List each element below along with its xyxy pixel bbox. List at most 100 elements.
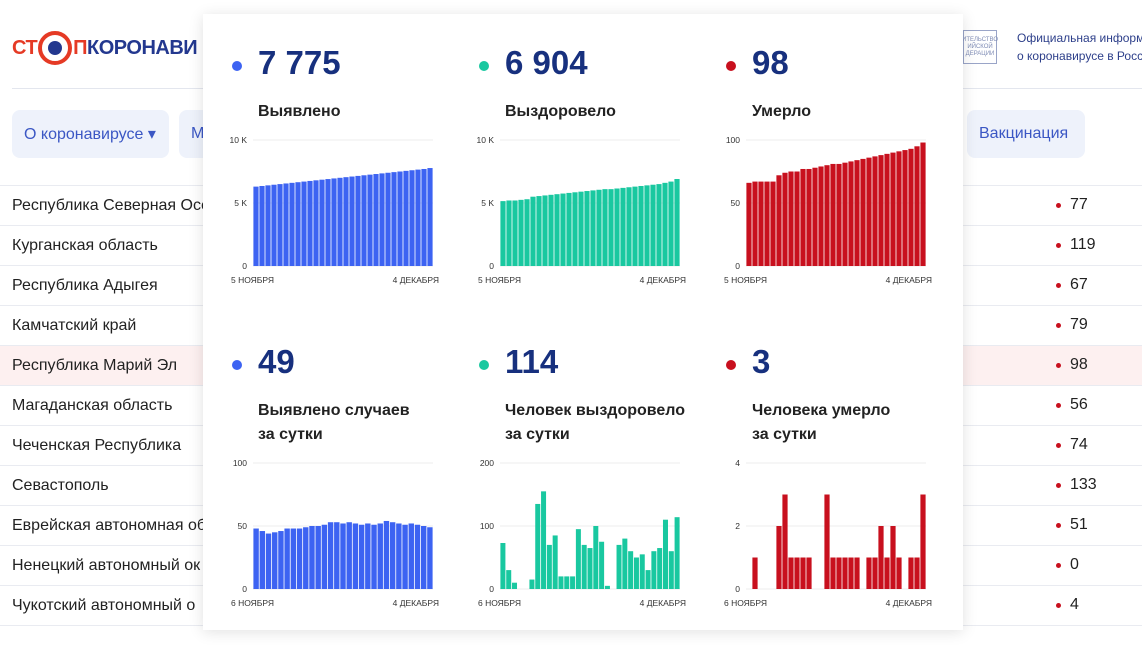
chart-bar [626,187,632,266]
green-dot-icon [479,61,489,71]
chart-bar [361,175,367,266]
y-tick-label: 10 K [230,135,248,145]
chart-bar [506,570,512,589]
chart-bar [878,526,884,589]
chart-bar [506,200,512,266]
x-tick-label: 6 НОЯБРЯ [478,598,521,608]
chart-bar [325,179,331,266]
x-tick-label: 4 ДЕКАБРЯ [640,275,686,285]
stat-label: Выявлено [258,103,341,120]
y-tick-label: 0 [489,261,494,271]
chart-bar [842,162,848,266]
y-tick-label: 0 [242,261,247,271]
chart-bar [403,170,409,266]
y-tick-label: 200 [480,458,494,468]
chart-bar [824,165,830,266]
chart-bar [371,524,377,589]
chart-bar [500,543,506,589]
chart-bar [358,524,365,589]
red-dot-icon [1056,523,1061,528]
green-dot-icon [479,360,489,370]
chart-bar [529,579,535,589]
chart-bar [824,494,830,589]
region-value: 77 [1070,196,1088,213]
region-value: 67 [1070,276,1088,293]
chart-bar [860,158,866,266]
chart-bar [253,186,259,266]
red-dot-icon [1056,243,1061,248]
government-info[interactable]: ИТЕЛЬСТВО ИЙСКОЙ ДЕРАЦИИ Официальная инф… [962,22,1142,72]
chart-bar [564,576,570,589]
chart-bar [427,168,433,266]
chart-bar [668,181,674,266]
chart-bar [295,182,301,266]
red-dot-icon [1056,443,1061,448]
chart-bar [343,177,349,266]
y-tick-label: 4 [735,458,740,468]
chart-bar [848,557,854,589]
chart-bar [746,182,752,266]
chart-bar [512,200,518,266]
x-tick-label: 4 ДЕКАБРЯ [640,598,686,608]
chart-bar [604,585,610,589]
chart-bar [415,169,421,266]
chart-bar [535,503,541,589]
chart-recovered-daily: 0 100 200 6 НОЯБРЯ 4 ДЕКАБРЯ [470,457,690,617]
chart-bar [581,544,587,589]
chart-bar [340,523,346,589]
region-value: 98 [1070,356,1088,373]
logo-text-part2: П [73,36,88,59]
chart-bar [920,142,926,266]
chart-bar [536,196,542,266]
chart-bar [800,557,806,589]
chart-bar [656,184,662,266]
y-tick-label: 50 [731,198,741,208]
chart-bar [668,551,674,589]
chart-bar [290,528,297,589]
y-tick-label: 10 K [477,135,495,145]
chart-bar [321,524,328,589]
chart-bar [794,171,800,266]
y-tick-label: 100 [726,135,740,145]
stat-label: Выздоровело [505,103,616,120]
chart-bar [331,178,337,266]
chart-bar [334,522,340,589]
chart-bar [758,181,764,266]
chart-bar [587,548,593,589]
x-tick-label: 4 ДЕКАБРЯ [393,598,439,608]
region-value: 79 [1070,316,1088,333]
region-value: 133 [1070,476,1097,493]
chart-bar [914,557,920,589]
region-name: Камчатский край [12,317,137,334]
chart-bar [518,199,524,266]
x-tick-label: 5 НОЯБРЯ [478,275,521,285]
region-value: 56 [1070,396,1088,413]
chart-bar [313,180,319,266]
virus-icon [38,31,73,65]
stopcoronavirus-logo[interactable]: СТ П КОРОНАВИ [12,30,198,66]
chart-bar [806,557,812,589]
chart-bar [385,172,391,266]
chart-bar [812,167,818,266]
chart-bar [570,576,576,589]
chart-bar [896,151,902,266]
chart-bar [628,551,634,589]
red-dot-icon [1056,563,1061,568]
chart-bar [367,174,373,266]
chart-bar [782,172,788,266]
nav-vaccination[interactable]: Вакцинация [967,110,1085,158]
region-name: Республика Марий Эл [12,357,178,374]
chart-recovered-total: 0 5 K 10 K 5 НОЯБРЯ 4 ДЕКАБРЯ [470,134,690,294]
y-tick-label: 0 [489,584,494,594]
red-dot-icon [1056,283,1061,288]
red-dot-icon [726,360,736,370]
chart-bar [622,538,628,589]
stat-label-line2: за сутки [258,426,323,443]
chart-bar [770,181,776,266]
red-dot-icon [1056,603,1061,608]
nav-about-coronavirus[interactable]: О коронавирусе ▾ [12,110,169,158]
y-tick-label: 5 K [481,198,494,208]
chart-bar [616,544,622,589]
x-tick-label: 4 ДЕКАБРЯ [886,275,932,285]
region-name: Севастополь [12,477,109,494]
